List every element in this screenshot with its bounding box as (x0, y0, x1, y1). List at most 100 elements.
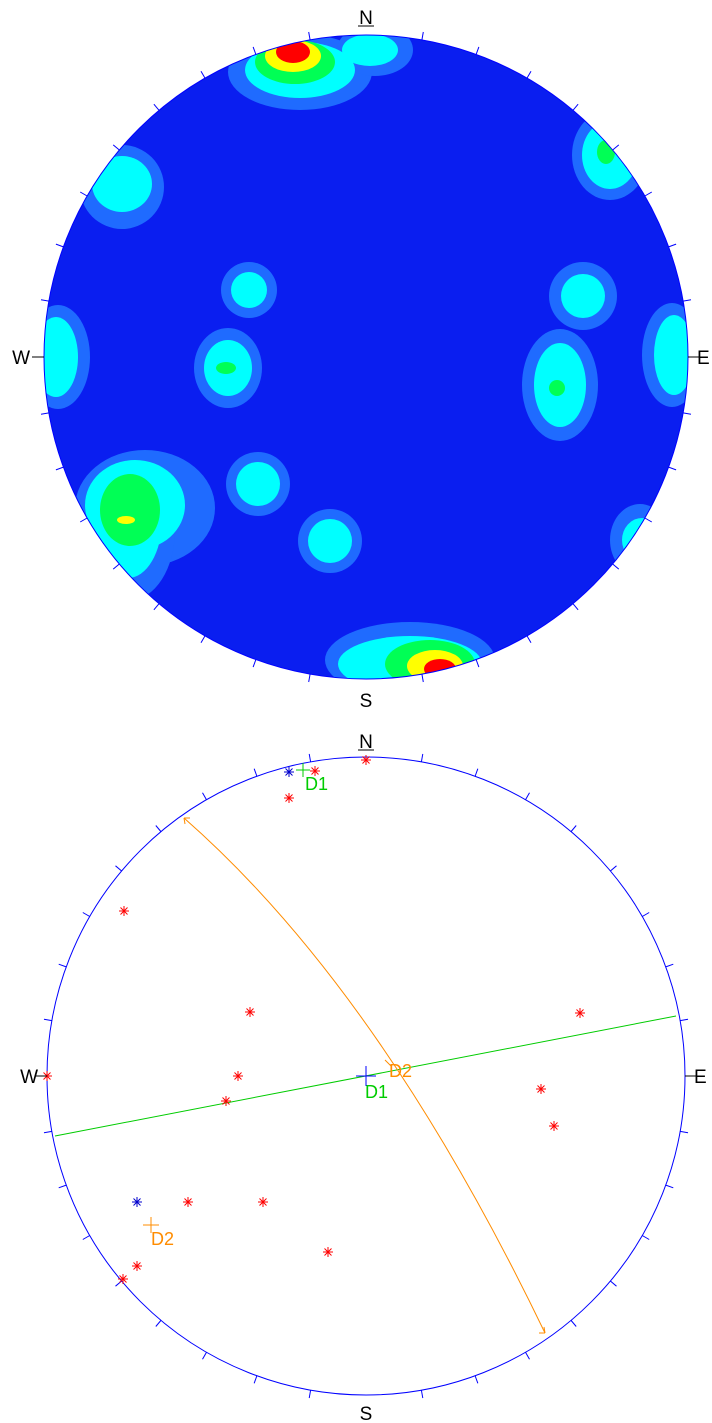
north-label-bottom: N (359, 732, 373, 753)
pole-asterisk (536, 1084, 546, 1094)
degree-tick (572, 103, 579, 111)
south-label-bottom: S (360, 1404, 373, 1423)
pole-asterisk (233, 1071, 243, 1081)
degree-tick (474, 768, 479, 777)
d1-center-label: D1 (365, 1082, 388, 1102)
degree-tick (202, 792, 207, 800)
degree-tick (43, 1130, 52, 1134)
degree-tick (610, 1280, 617, 1287)
north-label: N (359, 8, 373, 29)
degree-tick (612, 563, 620, 570)
pole-asterisk (119, 906, 129, 916)
pole-asterisk (284, 793, 294, 803)
degree-tick (644, 191, 653, 197)
degree-tick (526, 70, 532, 79)
great-circle-d2 (183, 817, 546, 1334)
degree-tick (112, 563, 120, 570)
degree-tick (421, 31, 424, 40)
degree-tick (155, 825, 162, 832)
pole-asterisk (132, 1261, 142, 1271)
degree-tick (202, 1352, 207, 1360)
east-label-bottom: E (694, 1067, 707, 1088)
degree-tick (200, 70, 206, 79)
pole-asterisk (549, 1121, 559, 1131)
degree-tick (572, 603, 579, 611)
d1-pole-label: D1 (305, 774, 328, 794)
degree-tick (40, 299, 49, 302)
d2-center-label: D2 (389, 1061, 412, 1081)
degree-tick (58, 1184, 67, 1189)
degree-tick (475, 46, 480, 55)
degree-tick (55, 243, 64, 248)
west-label: W (12, 348, 30, 369)
degree-tick (308, 674, 311, 683)
degree-tick (683, 412, 692, 415)
degree-tick (570, 825, 577, 832)
degree-tick (668, 243, 677, 248)
pole-asterisk (221, 1096, 231, 1106)
center-cross (356, 1066, 376, 1086)
degree-tick (665, 963, 674, 968)
degree-tick (308, 1390, 312, 1399)
degree-tick (79, 517, 88, 523)
degree-tick (252, 659, 257, 668)
plane-pole-d1 (296, 763, 310, 777)
degree-tick (642, 912, 650, 917)
degree-tick (112, 144, 120, 151)
degree-tick (665, 1184, 674, 1189)
pole-asterisk (245, 1007, 255, 1017)
degree-tick (153, 103, 160, 111)
degree-tick (253, 1375, 258, 1384)
degree-tick (683, 299, 692, 302)
degree-tick (308, 31, 311, 40)
pole-asterisk (323, 1247, 333, 1257)
pole-degree-ticks (43, 753, 689, 1399)
degree-tick (421, 674, 424, 683)
degree-tick (308, 753, 312, 762)
d2-arrow-south (539, 1326, 546, 1334)
degree-tick (200, 635, 206, 644)
degree-tick (115, 865, 122, 872)
pole-asterisk (118, 1274, 128, 1284)
pole-asterisk (284, 767, 294, 777)
degree-tick (680, 1130, 689, 1134)
degree-tick (526, 635, 532, 644)
degree-tick (153, 603, 160, 611)
degree-tick (642, 1235, 650, 1240)
south-label: S (360, 691, 373, 712)
degree-tick (610, 865, 617, 872)
degree-tick (79, 191, 88, 197)
degree-tick (155, 1320, 162, 1327)
degree-tick (82, 1235, 90, 1240)
pole-asterisk (258, 1197, 268, 1207)
west-label-bottom: W (20, 1067, 38, 1088)
degree-tick (58, 963, 67, 968)
degree-tick (475, 659, 480, 668)
degree-tick (252, 46, 257, 55)
pole-asterisk (183, 1197, 193, 1207)
degree-tick (668, 466, 677, 471)
degree-tick (82, 912, 90, 917)
pole-stereonet: D1 D1 D2 D2 N S E W (20, 732, 707, 1423)
degree-tick (644, 517, 653, 523)
pole-asterisk (132, 1197, 142, 1207)
degree-tick (43, 1018, 52, 1022)
degree-tick (253, 768, 258, 777)
plane-pole-d2 (143, 1217, 159, 1233)
degree-tick (420, 1390, 424, 1399)
contour-degree-ticks (40, 31, 692, 683)
degree-tick (525, 1352, 530, 1360)
east-label: E (697, 348, 710, 369)
pole-asterisk (361, 755, 371, 765)
density-contours (44, 35, 688, 679)
contour-stereonet: N S E W (12, 8, 710, 712)
d2-center-tick (384, 1059, 392, 1067)
degree-tick (612, 144, 620, 151)
degree-tick (474, 1375, 479, 1384)
degree-tick (525, 792, 530, 800)
degree-tick (40, 412, 49, 415)
d2-arrow-north (183, 817, 190, 825)
d2-pole-label: D2 (151, 1229, 174, 1249)
pole-asterisk (310, 766, 320, 776)
